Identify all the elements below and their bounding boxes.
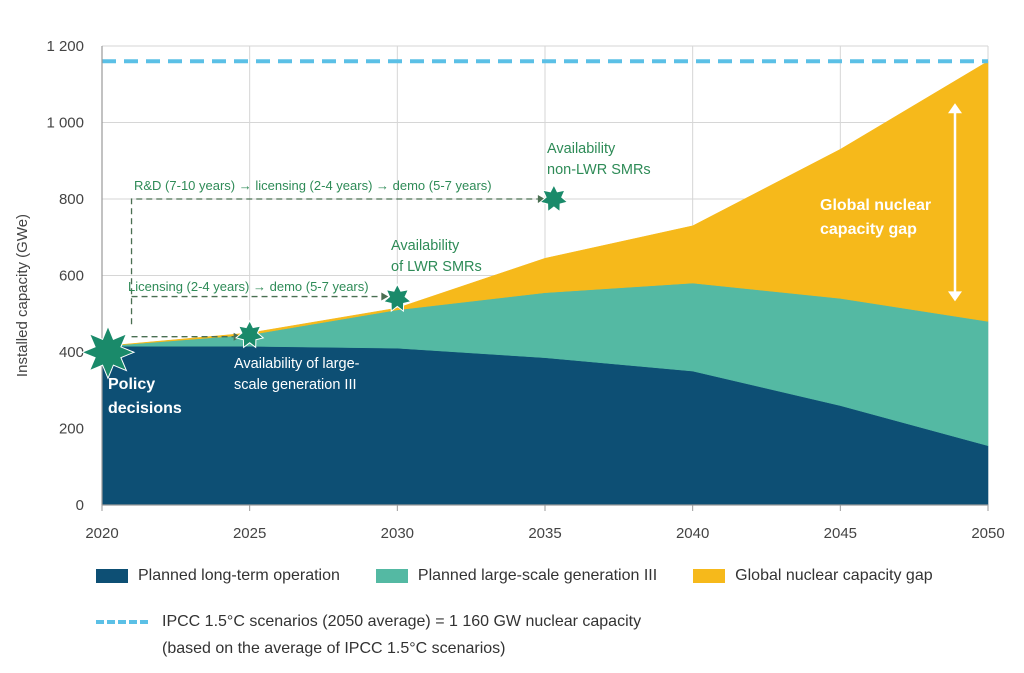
x-tick-label-2025: 2025 <box>233 525 266 542</box>
licensing-path-arrowhead <box>381 292 389 301</box>
annotation-layer: R&D (7-10 years) → licensing (2-4 years)… <box>80 103 962 417</box>
y-axis-title: Installed capacity (GWe) <box>14 214 31 377</box>
legend-swatch-long-term <box>96 569 128 583</box>
nonlwr-label-line2: non-LWR SMRs <box>547 162 651 178</box>
y-tick-label-800: 800 <box>59 191 84 208</box>
rd-path-label: R&D (7-10 years) → licensing (2-4 years)… <box>134 178 492 193</box>
chart: 0 200 400 600 800 1 000 1 200 2020 2025 2030 2035 2… <box>14 38 1005 542</box>
gap-arrow-head-top <box>948 103 962 114</box>
area-layer <box>101 60 989 506</box>
legend-item-gen3: Planned large-scale generation III <box>375 567 658 585</box>
y-tick-label-1200: 1 200 <box>46 38 84 55</box>
milestone-star-nonlwr <box>539 183 569 213</box>
legend-item-gap: Global nuclear capacity gap <box>693 567 933 585</box>
x-tick-label-2035: 2035 <box>528 525 561 542</box>
legend-reference: IPCC 1.5°C scenarios (2050 average) = 1 … <box>96 606 1016 638</box>
legend-label-gen3: Planned large-scale generation III <box>417 567 658 584</box>
gap-label-line2: capacity gap <box>820 221 917 238</box>
legend-label-gap: Global nuclear capacity gap <box>735 567 933 584</box>
policy-label-line2: decisions <box>108 400 182 417</box>
legend-item-long-term: Planned long-term operation <box>96 567 340 585</box>
legend-areas: Planned long-term operation Planned larg… <box>96 560 1016 592</box>
legend-swatch-gap <box>693 569 726 583</box>
legend-label-long-term: Planned long-term operation <box>138 567 340 584</box>
gap-label-line1: Global nuclear <box>820 197 931 214</box>
area-global-nuclear-capacity-gap <box>101 60 989 347</box>
gen3-label-line1: Availability of large- <box>234 356 360 372</box>
lwr-label-line2: of LWR SMRs <box>391 259 482 275</box>
policy-label-line1: Policy <box>108 376 155 393</box>
legend-ref-note: (based on the average of IPCC 1.5°C scen… <box>162 640 506 657</box>
x-tick-label-2045: 2045 <box>824 525 857 542</box>
milestone-star-policy <box>80 324 136 380</box>
x-tick-label-2020: 2020 <box>85 525 118 542</box>
legend: Planned long-term operation Planned larg… <box>96 560 1016 658</box>
axis-layer: 0 200 400 600 800 1 000 1 200 2020 2025 2030 2035 2… <box>14 38 1005 542</box>
milestone-star-lwr <box>382 283 413 313</box>
rd-path-arrow <box>130 198 538 325</box>
lwr-label-line1: Availability <box>391 238 460 254</box>
nonlwr-label-line1: Availability <box>547 141 616 157</box>
gen3-label-line2: scale generation III <box>234 377 357 393</box>
y-tick-label-600: 600 <box>59 268 84 285</box>
y-tick-label-400: 400 <box>59 344 84 361</box>
legend-ref-label: IPCC 1.5°C scenarios (2050 average) = 1 … <box>162 613 642 630</box>
x-tick-label-2030: 2030 <box>381 525 414 542</box>
y-tick-label-0: 0 <box>76 497 84 514</box>
x-tick-label-2050: 2050 <box>971 525 1004 542</box>
legend-swatch-gen3 <box>375 569 408 583</box>
licensing-path-label: Licensing (2-4 years) → demo (5-7 years) <box>128 279 369 294</box>
y-tick-label-1000: 1 000 <box>46 115 84 132</box>
legend-dash-swatch <box>96 620 148 624</box>
y-tick-label-200: 200 <box>59 421 84 438</box>
x-tick-label-2040: 2040 <box>676 525 709 542</box>
rd-path-arrowhead <box>537 195 545 203</box>
gap-arrow-head-bottom <box>948 291 962 302</box>
milestone-star-gen3 <box>234 319 265 349</box>
